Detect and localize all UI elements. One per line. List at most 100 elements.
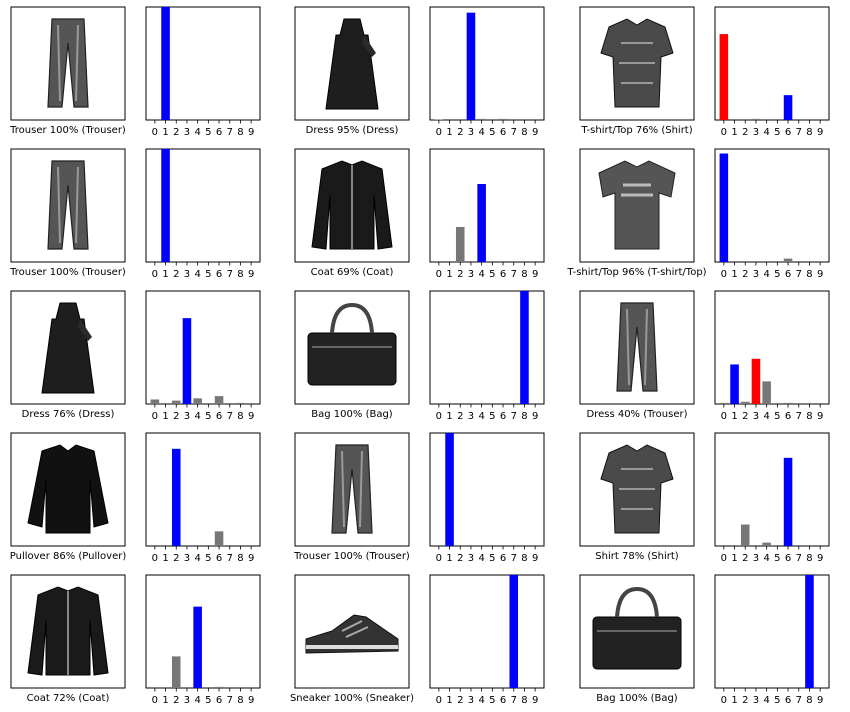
x-tick-label: 7 [227, 553, 233, 564]
x-tick-label: 6 [500, 695, 506, 706]
x-tick-label: 2 [742, 127, 748, 138]
shirt-icon [600, 18, 674, 108]
x-tick-label: 9 [248, 553, 254, 564]
x-tick-label: 7 [511, 553, 517, 564]
probability-bar [182, 318, 192, 404]
x-tick-label: 9 [248, 411, 254, 422]
probability-bar [783, 402, 793, 404]
x-tick-label: 4 [478, 695, 484, 706]
probability-bar [434, 119, 444, 120]
tshirt-icon [598, 160, 676, 250]
x-tick-label: 9 [248, 695, 254, 706]
probability-bar [520, 291, 529, 404]
plot-frame [429, 6, 545, 121]
probability-bar [236, 402, 245, 404]
x-tick-label: 8 [521, 695, 527, 706]
garment-panel: T-shirt/Top 96% (T-shirt/Top) [566, 148, 707, 278]
x-tick-label: 2 [742, 269, 748, 280]
prediction-caption: Trouser 100% (Trouser) [9, 125, 126, 136]
garment-panel: Trouser 100% (Trouser) [9, 148, 126, 278]
x-tick-label: 6 [500, 411, 506, 422]
prediction-caption: Shirt 78% (Shirt) [595, 551, 678, 562]
garment-panel: Trouser 100% (Trouser) [293, 432, 410, 562]
x-tick-label: 7 [511, 127, 517, 138]
x-tick-label: 3 [753, 695, 759, 706]
probability-bar [171, 400, 181, 404]
prediction-caption: Bag 100% (Bag) [311, 409, 393, 420]
probability-bar [171, 448, 181, 546]
x-tick-label: 8 [806, 553, 812, 564]
probability-bar [214, 396, 224, 404]
x-tick-label: 2 [457, 695, 463, 706]
x-tick-label: 0 [436, 695, 442, 706]
x-tick-label: 4 [194, 411, 200, 422]
x-tick-label: 9 [248, 127, 254, 138]
x-tick-label: 3 [753, 553, 759, 564]
x-tick-label: 0 [436, 411, 442, 422]
x-tick-label: 5 [489, 127, 495, 138]
x-tick-label: 6 [785, 127, 791, 138]
probability-bar [730, 364, 739, 404]
x-tick-label: 3 [753, 127, 759, 138]
x-tick-label: 3 [184, 269, 190, 280]
x-tick-label: 9 [817, 553, 823, 564]
x-tick-label: 9 [817, 411, 823, 422]
x-tick-label: 0 [152, 269, 158, 280]
shirt-icon [600, 444, 674, 534]
x-tick-label: 7 [796, 553, 802, 564]
x-tick-label: 1 [731, 269, 737, 280]
x-tick-label: 8 [237, 269, 243, 280]
x-tick-label: 6 [216, 269, 222, 280]
x-tick-label: 0 [721, 553, 727, 564]
x-tick-label: 4 [478, 269, 484, 280]
x-tick-label: 5 [774, 127, 780, 138]
x-tick-label: 5 [205, 695, 211, 706]
probability-bar [740, 524, 750, 546]
sneaker-icon [305, 614, 399, 654]
prediction-caption: Trouser 100% (Trouser) [9, 267, 126, 278]
x-tick-label: 4 [478, 553, 484, 564]
probability-bar [740, 401, 750, 404]
x-tick-label: 2 [457, 553, 463, 564]
probability-bar [214, 531, 224, 546]
x-tick-label: 1 [162, 553, 168, 564]
x-tick-label: 0 [436, 127, 442, 138]
x-tick-label: 7 [796, 411, 802, 422]
x-tick-label: 2 [742, 411, 748, 422]
trouser-icon [616, 302, 658, 392]
x-tick-label: 8 [237, 695, 243, 706]
plot-frame [714, 432, 830, 547]
x-tick-label: 4 [763, 695, 769, 706]
x-tick-label: 0 [152, 127, 158, 138]
x-tick-label: 5 [774, 695, 780, 706]
x-tick-label: 2 [173, 269, 179, 280]
x-tick-label: 2 [173, 553, 179, 564]
x-tick-label: 9 [532, 411, 538, 422]
garment-panel: Trouser 100% (Trouser) [9, 6, 126, 136]
x-tick-label: 5 [205, 127, 211, 138]
x-tick-label: 2 [173, 411, 179, 422]
x-tick-label: 4 [194, 553, 200, 564]
bag-icon [307, 302, 397, 386]
x-tick-label: 2 [173, 695, 179, 706]
x-tick-label: 9 [248, 269, 254, 280]
prediction-caption: Dress 40% (Trouser) [586, 409, 687, 420]
x-tick-label: 4 [194, 127, 200, 138]
x-tick-label: 3 [184, 411, 190, 422]
x-tick-label: 3 [468, 553, 474, 564]
probability-bar [193, 606, 202, 688]
x-tick-label: 0 [721, 411, 727, 422]
garment-panel: Dress 40% (Trouser) [579, 290, 695, 420]
x-tick-label: 8 [237, 553, 243, 564]
x-tick-label: 5 [489, 269, 495, 280]
x-tick-label: 0 [152, 695, 158, 706]
probability-bar [751, 358, 761, 404]
probability-bar [783, 258, 793, 262]
